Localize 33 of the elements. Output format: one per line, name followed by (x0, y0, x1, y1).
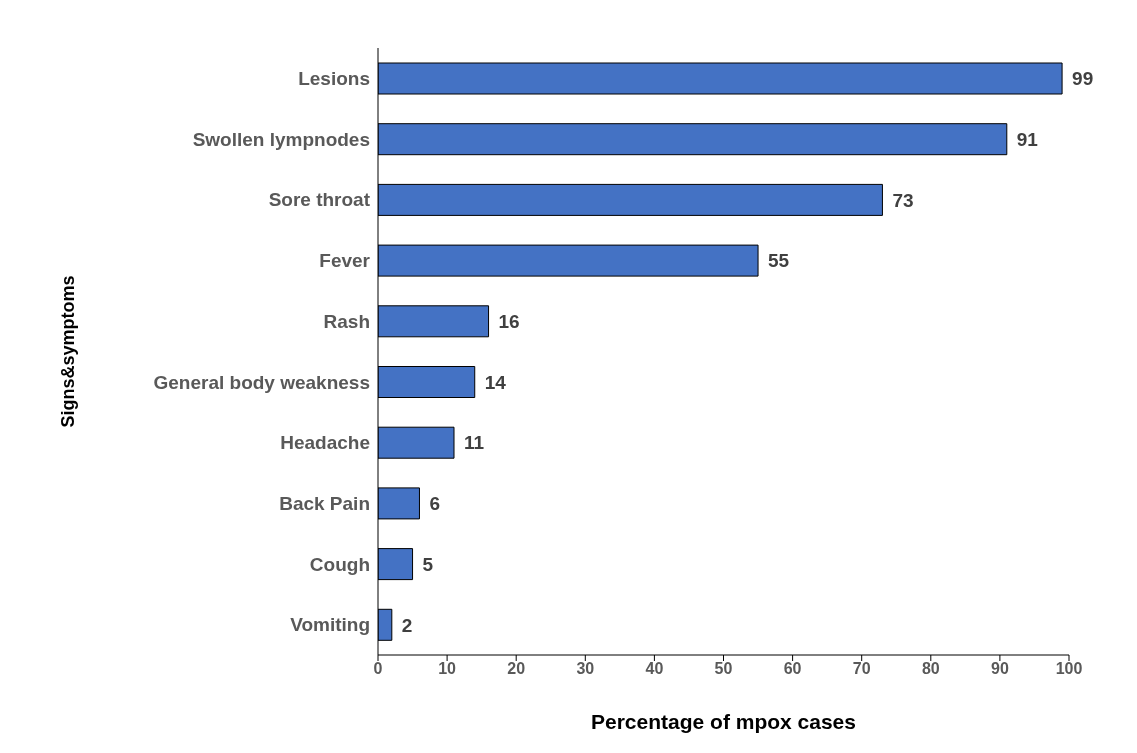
data-label: 2 (401, 614, 413, 636)
data-label: 14 (484, 371, 507, 393)
x-tick-label: 80 (921, 660, 940, 678)
x-tick-label: 20 (507, 660, 526, 678)
y-tick-label: Swollen lympnodes (192, 128, 370, 150)
y-axis-title: Signs&symptoms (58, 275, 79, 428)
data-label: 5 (422, 553, 434, 575)
y-tick-label: Fever (319, 250, 371, 272)
y-tick-label: Back Pain (279, 492, 370, 514)
data-label: 6 (429, 493, 441, 515)
x-tick-label: 0 (373, 660, 383, 678)
data-label: 55 (768, 250, 790, 272)
x-tick-label: 100 (1055, 660, 1083, 678)
y-tick-label: Lesions (298, 68, 370, 90)
x-tick-label: 50 (714, 660, 733, 678)
x-tick-label: 90 (991, 660, 1009, 678)
data-label: 73 (892, 189, 914, 211)
data-label: 11 (464, 432, 485, 454)
x-axis-title: Percentage of mpox cases (591, 710, 856, 733)
x-tick-label: 10 (438, 660, 457, 678)
data-label: 16 (498, 311, 520, 333)
x-tick-label: 70 (852, 660, 871, 678)
x-tick-label: 60 (783, 660, 802, 678)
x-tick-label: 40 (645, 660, 664, 678)
data-label: 91 (1016, 128, 1039, 150)
x-tick-label: 30 (576, 660, 595, 678)
y-tick-label: Cough (309, 553, 370, 575)
data-label: 99 (1072, 68, 1094, 90)
y-tick-label: General body weakness (153, 371, 370, 393)
y-tick-label: Rash (323, 310, 370, 332)
y-tick-label: Sore throat (268, 189, 371, 211)
y-tick-label: Headache (280, 432, 370, 454)
y-tick-label: Vomiting (290, 614, 370, 636)
